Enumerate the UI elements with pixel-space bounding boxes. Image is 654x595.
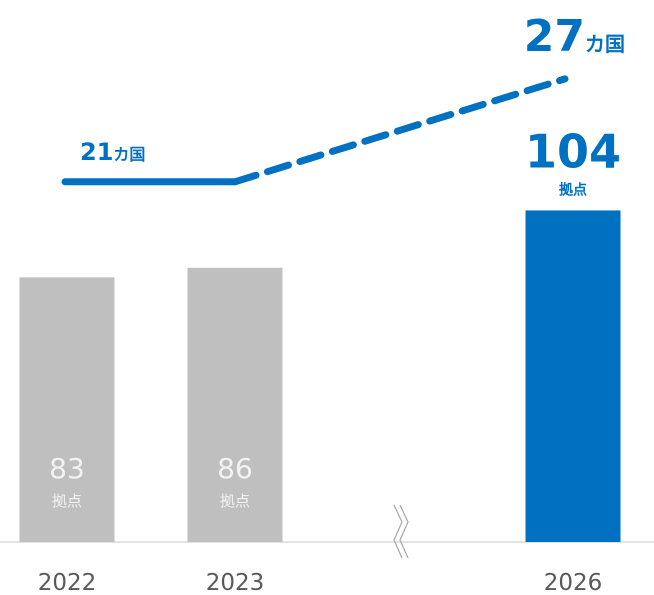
- line-label-value: 27: [524, 11, 585, 62]
- x-tick-label: 2023: [206, 570, 265, 595]
- line-label-unit: カ国: [113, 145, 145, 164]
- line-label: 27カ国: [524, 11, 625, 62]
- value-label: 104: [525, 124, 621, 178]
- unit-label: 拠点: [559, 181, 587, 198]
- value-label: 86: [217, 452, 253, 485]
- forecast-line: [231, 75, 569, 186]
- bar: [525, 210, 621, 542]
- value-label: 83: [49, 452, 85, 485]
- axis-break: [393, 504, 409, 559]
- x-tick-label: 2022: [38, 570, 97, 595]
- line-label-unit: カ国: [585, 32, 625, 56]
- unit-label: 拠点: [220, 492, 250, 510]
- unit-label: 拠点: [52, 492, 82, 510]
- bar: [187, 267, 283, 542]
- bar: [19, 277, 115, 542]
- line-label: 21カ国: [80, 138, 145, 166]
- line-label-value: 21: [80, 138, 113, 166]
- x-tick-label: 2026: [544, 570, 603, 595]
